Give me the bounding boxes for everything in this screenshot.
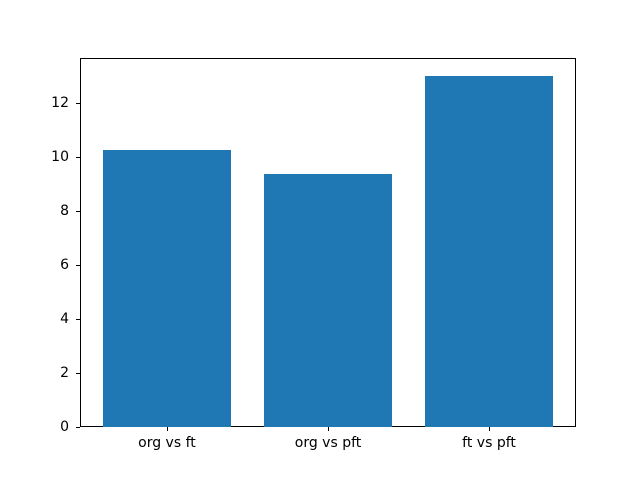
y-tick-label: 10 [51,148,69,165]
x-tick-mark [328,427,329,431]
y-tick-label: 4 [60,310,69,327]
x-tick-mark [166,427,168,431]
y-tick-mark [76,102,80,104]
y-tick-mark [76,372,80,374]
bar-org-vs-pft [263,174,393,427]
y-tick-mark [76,210,80,212]
y-tick-label: 8 [60,202,69,219]
y-tick-label: 0 [60,419,69,435]
x-tick-label: org vs ft [138,435,196,451]
x-tick-label: ft vs pft [462,435,516,451]
y-tick-mark [76,264,80,266]
bar-org-vs-ft [102,149,232,427]
x-tick-label: org vs pft [294,435,362,451]
x-tick-mark [489,427,491,431]
y-tick-mark [76,156,80,158]
y-tick-label: 2 [60,364,69,381]
y-tick-mark [76,427,80,428]
bar-ft-vs-pft [424,75,554,427]
y-tick-mark [76,318,80,320]
y-tick-label: 12 [51,94,69,111]
y-tick-label: 6 [60,256,69,273]
